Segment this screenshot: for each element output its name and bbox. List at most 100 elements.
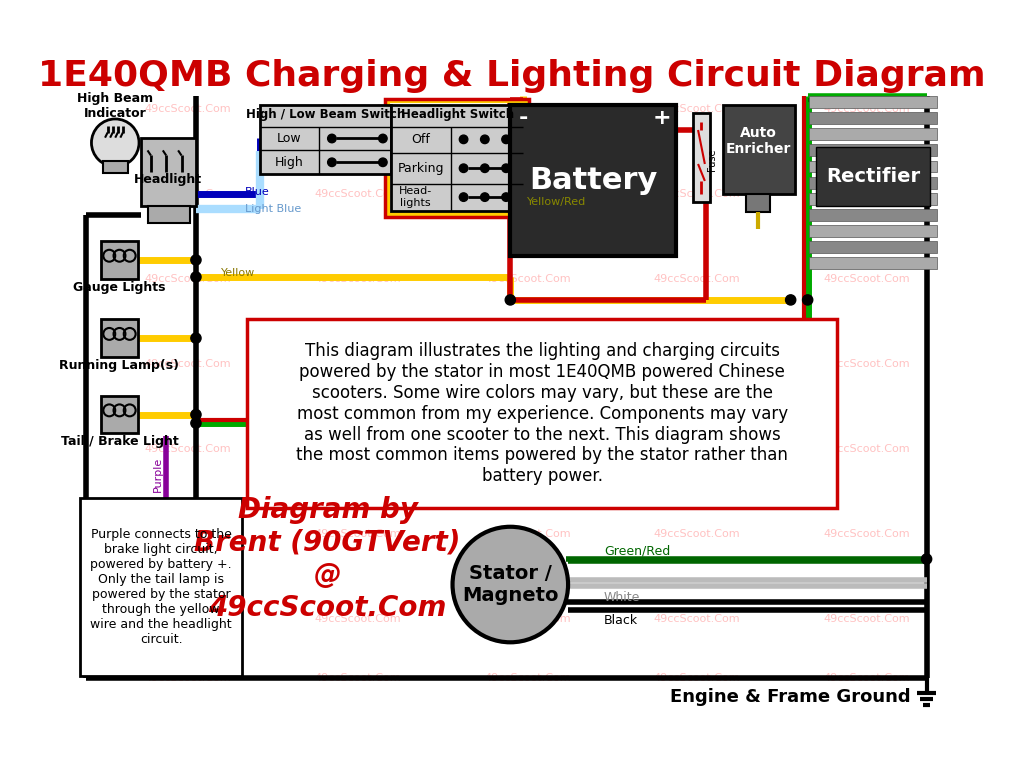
Circle shape bbox=[328, 158, 336, 167]
Text: 49ccScoot.Com: 49ccScoot.Com bbox=[484, 614, 570, 624]
Text: 49ccScoot.Com: 49ccScoot.Com bbox=[144, 189, 230, 199]
Text: Rectifier: Rectifier bbox=[826, 167, 921, 186]
Text: 49ccScoot.Com: 49ccScoot.Com bbox=[824, 673, 910, 683]
Text: 49ccScoot.Com: 49ccScoot.Com bbox=[314, 189, 400, 199]
Text: 49ccScoot.Com: 49ccScoot.Com bbox=[144, 614, 230, 624]
Circle shape bbox=[460, 164, 468, 173]
Bar bbox=[809, 112, 937, 124]
Text: -: - bbox=[519, 108, 528, 128]
Text: Running Lamp(s): Running Lamp(s) bbox=[59, 359, 179, 372]
Bar bbox=[102, 161, 128, 174]
Text: Low: Low bbox=[278, 132, 302, 145]
Circle shape bbox=[480, 193, 489, 201]
Text: 49ccScoot.Com: 49ccScoot.Com bbox=[144, 104, 230, 114]
Text: Stator /
Magneto: Stator / Magneto bbox=[462, 564, 558, 605]
Text: Tail / Brake Light: Tail / Brake Light bbox=[60, 435, 178, 449]
Circle shape bbox=[190, 333, 201, 343]
Circle shape bbox=[460, 193, 468, 201]
Bar bbox=[140, 138, 196, 207]
Bar bbox=[809, 161, 937, 173]
Text: 49ccScoot.Com: 49ccScoot.Com bbox=[654, 189, 740, 199]
Text: 49ccScoot.Com: 49ccScoot.Com bbox=[484, 104, 570, 114]
Text: 49ccScoot.Com: 49ccScoot.Com bbox=[484, 673, 570, 683]
Bar bbox=[100, 396, 138, 433]
Text: 49ccScoot.Com: 49ccScoot.Com bbox=[484, 359, 570, 369]
Circle shape bbox=[190, 409, 201, 420]
Text: Green/Red: Green/Red bbox=[604, 544, 670, 557]
Text: 49ccScoot.Com: 49ccScoot.Com bbox=[314, 444, 400, 454]
Circle shape bbox=[502, 193, 510, 201]
Text: 49ccScoot.Com: 49ccScoot.Com bbox=[484, 189, 570, 199]
Text: White: White bbox=[604, 591, 640, 604]
Circle shape bbox=[190, 418, 201, 429]
Text: 49ccScoot.Com: 49ccScoot.Com bbox=[824, 359, 910, 369]
Text: 49ccScoot.Com: 49ccScoot.Com bbox=[314, 359, 400, 369]
Circle shape bbox=[785, 295, 796, 305]
Text: 49ccScoot.Com: 49ccScoot.Com bbox=[314, 614, 400, 624]
Circle shape bbox=[803, 295, 813, 305]
Text: 49ccScoot.Com: 49ccScoot.Com bbox=[654, 528, 740, 538]
Bar bbox=[100, 241, 138, 279]
Text: 49ccScoot.Com: 49ccScoot.Com bbox=[654, 673, 740, 683]
Text: 49ccScoot.Com: 49ccScoot.Com bbox=[824, 444, 910, 454]
Circle shape bbox=[190, 255, 201, 265]
Bar bbox=[809, 241, 937, 253]
Text: 49ccScoot.Com: 49ccScoot.Com bbox=[654, 359, 740, 369]
Text: 49ccScoot.Com: 49ccScoot.Com bbox=[314, 104, 400, 114]
Circle shape bbox=[922, 554, 932, 564]
Text: 49ccScoot.Com: 49ccScoot.Com bbox=[824, 273, 910, 283]
Bar bbox=[247, 319, 838, 508]
Circle shape bbox=[328, 134, 336, 143]
Text: This diagram illustrates the lighting and charging circuits
powered by the stato: This diagram illustrates the lighting an… bbox=[296, 343, 788, 485]
Text: 49ccScoot.Com: 49ccScoot.Com bbox=[824, 528, 910, 538]
Text: High: High bbox=[275, 156, 304, 169]
Text: 49ccScoot.Com: 49ccScoot.Com bbox=[824, 189, 910, 199]
Text: 49ccScoot.Com: 49ccScoot.Com bbox=[144, 273, 230, 283]
Bar bbox=[391, 104, 523, 210]
Text: 49ccScoot.Com: 49ccScoot.Com bbox=[144, 359, 230, 369]
Circle shape bbox=[91, 119, 139, 167]
Text: 49ccScoot.Com: 49ccScoot.Com bbox=[484, 444, 570, 454]
Bar bbox=[809, 177, 937, 189]
Text: 49ccScoot.Com: 49ccScoot.Com bbox=[314, 528, 400, 538]
Text: 49ccScoot.Com: 49ccScoot.Com bbox=[824, 614, 910, 624]
Text: Yellow/Red: Yellow/Red bbox=[527, 197, 587, 207]
Circle shape bbox=[480, 164, 489, 173]
Circle shape bbox=[803, 418, 813, 429]
Text: Black: Black bbox=[604, 614, 638, 627]
Text: 49ccScoot.Com: 49ccScoot.Com bbox=[654, 273, 740, 283]
Text: Headlight: Headlight bbox=[134, 173, 202, 186]
Text: 49ccScoot.Com: 49ccScoot.Com bbox=[144, 673, 230, 683]
Circle shape bbox=[379, 134, 387, 143]
Text: Parking: Parking bbox=[398, 162, 444, 175]
Text: Fuse: Fuse bbox=[707, 148, 717, 171]
Circle shape bbox=[190, 272, 201, 282]
Text: 49ccScoot.Com: 49ccScoot.Com bbox=[484, 528, 570, 538]
Circle shape bbox=[502, 164, 510, 173]
Bar bbox=[809, 193, 937, 205]
Text: 49ccScoot.Com: 49ccScoot.Com bbox=[314, 673, 400, 683]
Text: Gauge Lights: Gauge Lights bbox=[74, 280, 166, 293]
Bar bbox=[816, 147, 930, 207]
Circle shape bbox=[379, 158, 387, 167]
Text: 49ccScoot.Com: 49ccScoot.Com bbox=[654, 444, 740, 454]
Bar bbox=[100, 319, 138, 357]
Text: Blue: Blue bbox=[245, 187, 270, 197]
Bar bbox=[510, 104, 676, 256]
Text: 49ccScoot.Com: 49ccScoot.Com bbox=[144, 528, 230, 538]
Circle shape bbox=[480, 135, 489, 144]
Bar bbox=[809, 128, 937, 141]
Bar bbox=[809, 257, 937, 270]
Text: Diagram by
Brent (90GTVert)
@
49ccScoot.Com: Diagram by Brent (90GTVert) @ 49ccScoot.… bbox=[195, 496, 461, 621]
Bar bbox=[746, 194, 770, 213]
Text: Engine & Frame Ground: Engine & Frame Ground bbox=[671, 687, 911, 706]
Bar bbox=[260, 104, 391, 174]
Text: 49ccScoot.Com: 49ccScoot.Com bbox=[654, 614, 740, 624]
Text: Purple: Purple bbox=[153, 456, 163, 492]
Circle shape bbox=[460, 135, 468, 144]
Bar bbox=[809, 225, 937, 237]
Text: Headlight Switch: Headlight Switch bbox=[400, 108, 514, 121]
Text: Purple connects to the
brake light circuit,
powered by battery +.
Only the tail : Purple connects to the brake light circu… bbox=[90, 528, 231, 646]
Text: 49ccScoot.Com: 49ccScoot.Com bbox=[824, 104, 910, 114]
Text: High Beam
Indicator: High Beam Indicator bbox=[77, 92, 154, 121]
